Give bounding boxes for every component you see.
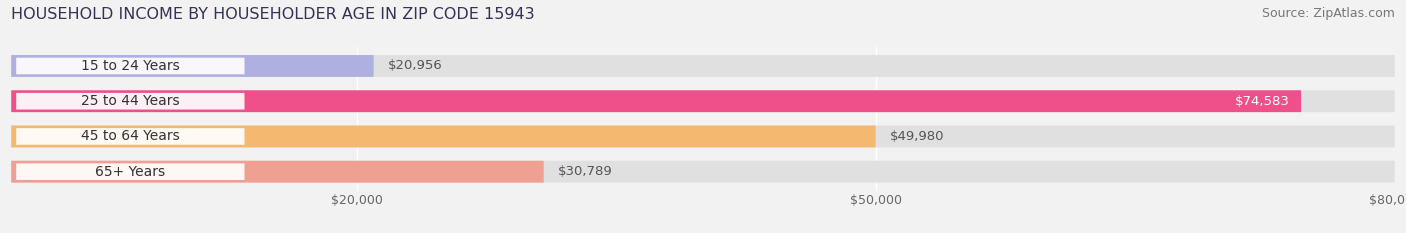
Text: $30,789: $30,789 [558,165,612,178]
FancyBboxPatch shape [11,126,876,147]
Text: $49,980: $49,980 [890,130,943,143]
FancyBboxPatch shape [11,90,1395,112]
FancyBboxPatch shape [11,161,544,183]
Text: 45 to 64 Years: 45 to 64 Years [82,130,180,144]
FancyBboxPatch shape [17,128,245,145]
FancyBboxPatch shape [11,90,1301,112]
FancyBboxPatch shape [11,126,1395,147]
Text: 65+ Years: 65+ Years [96,165,166,179]
FancyBboxPatch shape [11,161,1395,183]
Text: 15 to 24 Years: 15 to 24 Years [82,59,180,73]
Text: $20,956: $20,956 [388,59,443,72]
Text: Source: ZipAtlas.com: Source: ZipAtlas.com [1261,7,1395,20]
FancyBboxPatch shape [17,163,245,180]
FancyBboxPatch shape [11,55,1395,77]
FancyBboxPatch shape [17,58,245,74]
Text: HOUSEHOLD INCOME BY HOUSEHOLDER AGE IN ZIP CODE 15943: HOUSEHOLD INCOME BY HOUSEHOLDER AGE IN Z… [11,7,534,22]
FancyBboxPatch shape [11,55,374,77]
Text: 25 to 44 Years: 25 to 44 Years [82,94,180,108]
FancyBboxPatch shape [17,93,245,110]
Text: $74,583: $74,583 [1234,95,1289,108]
